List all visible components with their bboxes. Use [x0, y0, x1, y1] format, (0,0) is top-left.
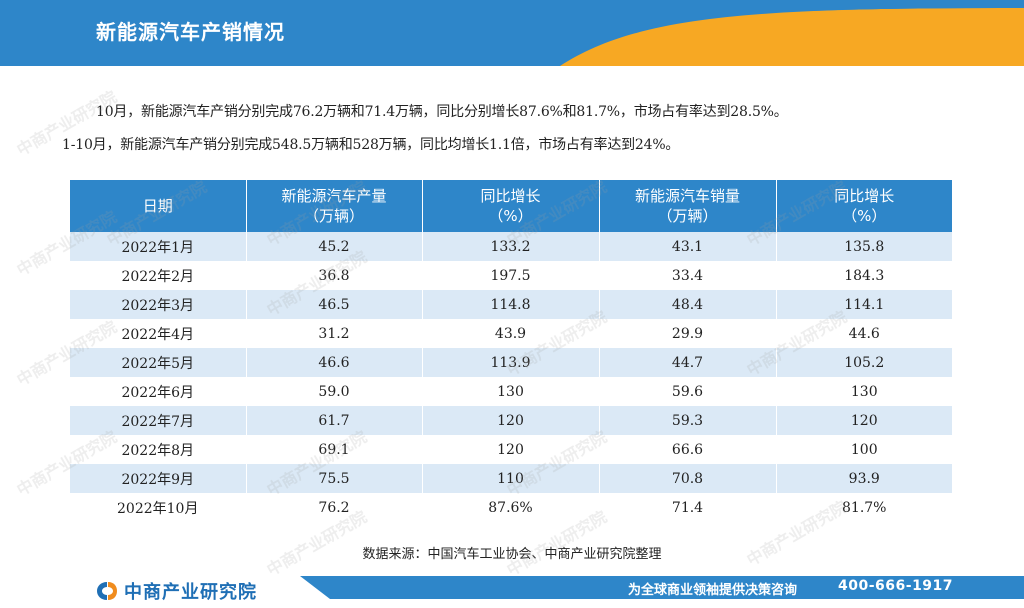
- cell-production-growth: 87.6%: [422, 493, 600, 522]
- logo-text: 中商产业研究院: [124, 582, 257, 603]
- cell-production: 76.2: [246, 493, 423, 522]
- cell-sales: 48.4: [599, 290, 777, 319]
- logo-mark-icon: [97, 582, 117, 600]
- footer: 中商产业研究院 为全球商业领袖提供决策咨询 400-666-1917: [0, 576, 1024, 608]
- table-row: 2022年10月 76.2 87.6% 71.4 81.7%: [70, 493, 952, 522]
- cell-sales-growth: 114.1: [776, 290, 952, 319]
- cell-production: 75.5: [246, 464, 423, 493]
- footer-white-wedge: [0, 576, 330, 599]
- table-row: 2022年4月 31.2 43.9 29.9 44.6: [70, 319, 952, 348]
- page-title: 新能源汽车产销情况: [96, 20, 285, 44]
- cell-production: 69.1: [246, 435, 423, 464]
- cell-sales: 43.1: [599, 232, 777, 261]
- cell-production: 46.5: [246, 290, 423, 319]
- header-production: 新能源汽车产量 （万辆）: [246, 180, 423, 232]
- cell-date: 2022年3月: [70, 290, 247, 319]
- cell-sales: 29.9: [599, 319, 777, 348]
- cell-date: 2022年7月: [70, 406, 247, 435]
- cell-production-growth: 43.9: [422, 319, 600, 348]
- cell-sales-growth: 184.3: [776, 261, 952, 290]
- table-row: 2022年9月 75.5 110 70.8 93.9: [70, 464, 952, 493]
- cell-sales: 59.6: [599, 377, 777, 406]
- summary-line-2: 1-10月，新能源汽车产销分别完成548.5万辆和528万辆，同比均增长1.1倍…: [62, 137, 680, 153]
- cell-production-growth: 197.5: [422, 261, 600, 290]
- table-row: 2022年5月 46.6 113.9 44.7 105.2: [70, 348, 952, 377]
- table-body: 2022年1月 45.2 133.2 43.1 135.8 2022年2月 36.8 197.…: [70, 232, 952, 522]
- cell-production: 46.6: [246, 348, 423, 377]
- cell-production-growth: 110: [422, 464, 600, 493]
- cell-sales: 70.8: [599, 464, 777, 493]
- footer-slogan: 为全球商业领袖提供决策咨询: [628, 583, 798, 598]
- cell-date: 2022年8月: [70, 435, 247, 464]
- cell-production: 59.0: [246, 377, 423, 406]
- data-source-note: 数据来源：中国汽车工业协会、中商产业研究院整理: [362, 547, 662, 562]
- cell-production: 45.2: [246, 232, 423, 261]
- cell-sales-growth: 135.8: [776, 232, 952, 261]
- cell-sales: 44.7: [599, 348, 777, 377]
- cell-sales: 66.6: [599, 435, 777, 464]
- table-row: 2022年8月 69.1 120 66.6 100: [70, 435, 952, 464]
- cell-date: 2022年10月: [70, 493, 247, 522]
- cell-sales: 59.3: [599, 406, 777, 435]
- company-logo: 中商产业研究院: [96, 578, 257, 604]
- cell-production: 61.7: [246, 406, 423, 435]
- cell-production-growth: 114.8: [422, 290, 600, 319]
- cell-production: 31.2: [246, 319, 423, 348]
- header-production-unit: （万辆）: [303, 207, 364, 225]
- cell-date: 2022年5月: [70, 348, 247, 377]
- cell-sales-growth: 105.2: [776, 348, 952, 377]
- table-row: 2022年6月 59.0 130 59.6 130: [70, 377, 952, 406]
- cell-date: 2022年1月: [70, 232, 247, 261]
- header-date: 日期: [70, 180, 247, 232]
- data-table: 日期 新能源汽车产量 （万辆） 同比增长 （%） 新能源汽车销量 （万辆） 同比增长 （…: [70, 180, 952, 522]
- cell-sales-growth: 130: [776, 377, 952, 406]
- cell-production-growth: 113.9: [422, 348, 600, 377]
- header-banner: 新能源汽车产销情况: [0, 0, 1024, 66]
- cell-sales: 33.4: [599, 261, 777, 290]
- header-sales-growth-label: 同比增长: [834, 187, 895, 205]
- cell-production: 36.8: [246, 261, 423, 290]
- cell-date: 2022年2月: [70, 261, 247, 290]
- table-row: 2022年7月 61.7 120 59.3 120: [70, 406, 952, 435]
- table-header-row: 日期 新能源汽车产量 （万辆） 同比增长 （%） 新能源汽车销量 （万辆） 同比增长 （…: [70, 180, 952, 232]
- header-sales-growth: 同比增长 （%）: [776, 180, 952, 232]
- table-row: 2022年2月 36.8 197.5 33.4 184.3: [70, 261, 952, 290]
- header-background: [0, 0, 1024, 66]
- header-sales: 新能源汽车销量 （万辆）: [599, 180, 777, 232]
- header-date-label: 日期: [142, 197, 173, 215]
- cell-sales-growth: 100: [776, 435, 952, 464]
- cell-production-growth: 120: [422, 406, 600, 435]
- cell-date: 2022年9月: [70, 464, 247, 493]
- header-production-growth-unit: （%）: [488, 207, 533, 225]
- cell-production-growth: 120: [422, 435, 600, 464]
- cell-date: 2022年6月: [70, 377, 247, 406]
- cell-sales-growth: 93.9: [776, 464, 952, 493]
- header-production-label: 新能源汽车产量: [281, 187, 387, 205]
- summary-line-1: 10月，新能源汽车产销分别完成76.2万辆和71.4万辆，同比分别增长87.6%…: [96, 104, 788, 120]
- footer-phone: 400-666-1917: [838, 578, 954, 594]
- header-sales-unit: （万辆）: [657, 207, 718, 225]
- cell-date: 2022年4月: [70, 319, 247, 348]
- cell-production-growth: 130: [422, 377, 600, 406]
- cell-production-growth: 133.2: [422, 232, 600, 261]
- header-sales-growth-unit: （%）: [842, 207, 887, 225]
- cell-sales-growth: 44.6: [776, 319, 952, 348]
- cell-sales: 71.4: [599, 493, 777, 522]
- cell-sales-growth: 81.7%: [776, 493, 952, 522]
- table-row: 2022年3月 46.5 114.8 48.4 114.1: [70, 290, 952, 319]
- table-row: 2022年1月 45.2 133.2 43.1 135.8: [70, 232, 952, 261]
- header-production-growth: 同比增长 （%）: [422, 180, 600, 232]
- cell-sales-growth: 120: [776, 406, 952, 435]
- header-sales-label: 新能源汽车销量: [634, 187, 740, 205]
- header-production-growth-label: 同比增长: [480, 187, 541, 205]
